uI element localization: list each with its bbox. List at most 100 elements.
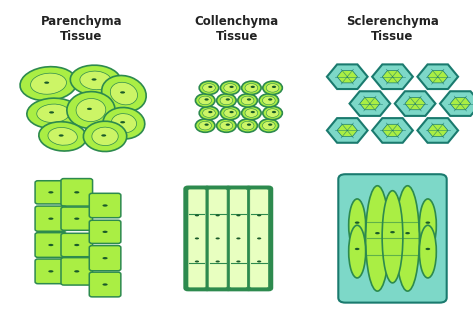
Ellipse shape — [257, 237, 261, 239]
Ellipse shape — [195, 261, 199, 263]
Ellipse shape — [87, 108, 92, 110]
Ellipse shape — [405, 232, 410, 234]
Ellipse shape — [226, 124, 230, 126]
Ellipse shape — [208, 86, 212, 88]
Ellipse shape — [220, 96, 233, 105]
Polygon shape — [418, 118, 458, 143]
Ellipse shape — [59, 134, 64, 137]
Ellipse shape — [241, 96, 254, 105]
Ellipse shape — [48, 127, 77, 145]
Ellipse shape — [220, 81, 240, 95]
Ellipse shape — [245, 84, 258, 92]
Polygon shape — [450, 97, 471, 110]
Ellipse shape — [48, 270, 54, 273]
Ellipse shape — [259, 94, 279, 107]
FancyBboxPatch shape — [35, 206, 67, 231]
Ellipse shape — [355, 221, 359, 224]
Ellipse shape — [263, 106, 283, 120]
Ellipse shape — [272, 111, 276, 113]
Polygon shape — [337, 124, 357, 136]
Ellipse shape — [83, 121, 127, 151]
Polygon shape — [395, 91, 436, 116]
FancyBboxPatch shape — [61, 233, 92, 257]
Ellipse shape — [204, 124, 209, 126]
Ellipse shape — [419, 199, 437, 252]
Ellipse shape — [224, 84, 237, 92]
Polygon shape — [440, 91, 474, 116]
Ellipse shape — [242, 81, 261, 95]
FancyBboxPatch shape — [89, 220, 121, 243]
Text: Collenchyma
Tissue: Collenchyma Tissue — [195, 15, 279, 42]
Ellipse shape — [44, 81, 49, 84]
Ellipse shape — [195, 214, 199, 216]
Polygon shape — [428, 124, 448, 136]
Ellipse shape — [245, 109, 258, 117]
Ellipse shape — [74, 270, 79, 273]
Ellipse shape — [199, 96, 211, 105]
Ellipse shape — [257, 214, 261, 216]
Ellipse shape — [375, 232, 380, 234]
FancyBboxPatch shape — [208, 189, 227, 288]
FancyBboxPatch shape — [35, 259, 67, 284]
Ellipse shape — [238, 119, 257, 132]
Ellipse shape — [268, 124, 273, 126]
Ellipse shape — [48, 244, 54, 246]
Ellipse shape — [238, 94, 257, 107]
Ellipse shape — [30, 73, 66, 94]
FancyBboxPatch shape — [250, 189, 269, 288]
Ellipse shape — [349, 199, 365, 252]
Ellipse shape — [102, 231, 108, 233]
Polygon shape — [372, 118, 413, 143]
Text: Parenchyma
Tissue: Parenchyma Tissue — [41, 15, 122, 42]
Polygon shape — [405, 97, 425, 110]
Polygon shape — [360, 97, 380, 110]
FancyBboxPatch shape — [204, 186, 231, 290]
FancyBboxPatch shape — [246, 186, 273, 290]
Ellipse shape — [390, 231, 395, 233]
Ellipse shape — [48, 217, 54, 220]
Ellipse shape — [382, 191, 403, 283]
Ellipse shape — [229, 111, 234, 113]
Polygon shape — [428, 71, 448, 83]
Ellipse shape — [349, 225, 365, 278]
Ellipse shape — [216, 261, 220, 263]
Ellipse shape — [74, 217, 79, 220]
FancyBboxPatch shape — [89, 193, 121, 218]
Ellipse shape — [217, 119, 236, 132]
Polygon shape — [383, 71, 403, 83]
FancyBboxPatch shape — [61, 179, 92, 206]
Ellipse shape — [263, 81, 283, 95]
Ellipse shape — [355, 248, 359, 250]
Ellipse shape — [216, 237, 220, 239]
Ellipse shape — [237, 261, 240, 263]
Ellipse shape — [220, 121, 233, 130]
Ellipse shape — [103, 108, 145, 139]
FancyBboxPatch shape — [89, 246, 121, 271]
FancyBboxPatch shape — [61, 207, 92, 230]
Ellipse shape — [199, 106, 219, 120]
Ellipse shape — [48, 191, 54, 194]
Ellipse shape — [120, 121, 125, 124]
Ellipse shape — [111, 114, 137, 133]
Ellipse shape — [208, 111, 212, 113]
Ellipse shape — [120, 91, 125, 94]
Ellipse shape — [226, 98, 230, 101]
FancyBboxPatch shape — [35, 181, 67, 204]
Ellipse shape — [91, 78, 97, 81]
Ellipse shape — [426, 248, 430, 250]
Ellipse shape — [27, 98, 80, 128]
Ellipse shape — [217, 94, 236, 107]
Polygon shape — [418, 64, 458, 89]
FancyBboxPatch shape — [188, 189, 206, 288]
FancyBboxPatch shape — [229, 189, 247, 288]
Ellipse shape — [216, 214, 220, 216]
Ellipse shape — [101, 75, 146, 112]
Ellipse shape — [199, 121, 211, 130]
Polygon shape — [372, 64, 413, 89]
Ellipse shape — [419, 225, 437, 278]
Ellipse shape — [247, 98, 251, 101]
Text: Sclerenchyma
Tissue: Sclerenchyma Tissue — [346, 15, 439, 42]
FancyBboxPatch shape — [61, 258, 92, 285]
FancyBboxPatch shape — [35, 233, 67, 257]
Ellipse shape — [102, 205, 108, 207]
